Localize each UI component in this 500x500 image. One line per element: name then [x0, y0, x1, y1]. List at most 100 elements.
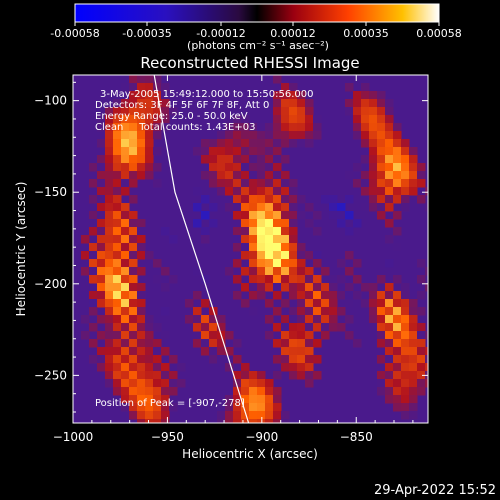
heatmap-cell	[409, 307, 418, 316]
heatmap-cell	[97, 203, 106, 212]
heatmap-cell	[129, 243, 138, 252]
heatmap-cell	[313, 115, 322, 124]
heatmap-cell	[361, 179, 370, 188]
heatmap-cell	[241, 131, 250, 140]
heatmap-cell	[401, 163, 410, 172]
heatmap-cell	[121, 235, 130, 244]
heatmap-cell	[297, 139, 306, 148]
heatmap-cell	[105, 251, 114, 260]
heatmap-cell	[225, 203, 234, 212]
colorbar-tick-label: -0.00012	[196, 27, 245, 40]
heatmap-cell	[209, 179, 218, 188]
heatmap-cell	[233, 171, 242, 180]
heatmap-cell	[305, 355, 314, 364]
heatmap-cell	[257, 291, 266, 300]
colorbar-tick-label: 0.00058	[416, 27, 462, 40]
heatmap-cell	[401, 355, 410, 364]
heatmap-cell	[209, 323, 218, 332]
heatmap-cell	[97, 259, 106, 268]
heatmap-cell	[233, 275, 242, 284]
heatmap-cell	[129, 139, 138, 148]
heatmap-cell	[297, 315, 306, 324]
heatmap-cell	[361, 187, 370, 196]
heatmap-cell	[265, 283, 274, 292]
heatmap-cell	[297, 355, 306, 364]
heatmap-cell	[241, 155, 250, 164]
heatmap-cell	[249, 395, 258, 404]
heatmap-cell	[241, 147, 250, 156]
heatmap-cell	[377, 291, 386, 300]
heatmap-cell	[161, 267, 170, 276]
heatmap-cell	[137, 395, 146, 404]
heatmap-cell	[89, 243, 98, 252]
heatmap-cell	[257, 235, 266, 244]
heatmap-cell	[177, 363, 186, 372]
heatmap-cell	[137, 419, 146, 423]
heatmap-cell	[329, 195, 338, 204]
heatmap-cell	[321, 195, 330, 204]
heatmap-cell	[385, 323, 394, 332]
heatmap-cell	[185, 299, 194, 308]
heatmap-cell	[137, 251, 146, 260]
heatmap-cell	[393, 275, 402, 284]
heatmap-cell	[153, 379, 162, 388]
heatmap-cell	[113, 243, 122, 252]
heatmap-cell	[241, 227, 250, 236]
heatmap-cell	[265, 131, 274, 140]
heatmap-cell	[401, 187, 410, 196]
heatmap-cell	[249, 275, 258, 284]
heatmap-cell	[281, 323, 290, 332]
heatmap-cell	[289, 339, 298, 348]
heatmap-cell	[129, 371, 138, 380]
heatmap-cell	[273, 307, 282, 316]
heatmap-cell	[273, 251, 282, 260]
heatmap-cell	[321, 331, 330, 340]
heatmap-cell	[369, 315, 378, 324]
heatmap-cell	[273, 283, 282, 292]
heatmap-cell	[209, 355, 218, 364]
heatmap-cell	[265, 219, 274, 228]
heatmap-cell	[145, 123, 154, 132]
heatmap-cell	[265, 147, 274, 156]
heatmap-cell	[377, 371, 386, 380]
heatmap-cell	[369, 187, 378, 196]
x-tick-label: −950	[151, 430, 184, 444]
heatmap-cell	[89, 163, 98, 172]
heatmap-cell	[385, 379, 394, 388]
heatmap-cell	[97, 235, 106, 244]
heatmap-cell	[145, 163, 154, 172]
heatmap-cell	[225, 179, 234, 188]
heatmap-cell	[145, 139, 154, 148]
heatmap-cell	[153, 123, 162, 132]
heatmap-cell	[137, 123, 146, 132]
heatmap-cell	[201, 147, 210, 156]
heatmap-cell	[289, 227, 298, 236]
heatmap-cell	[289, 187, 298, 196]
heatmap-cell	[161, 419, 170, 423]
heatmap-cell	[89, 291, 98, 300]
heatmap-cell	[393, 363, 402, 372]
heatmap-cell	[193, 147, 202, 156]
heatmap-cell	[129, 99, 138, 108]
heatmap-cell	[417, 371, 426, 380]
heatmap-cell	[225, 347, 234, 356]
heatmap-cell	[137, 139, 146, 148]
heatmap-cell	[281, 331, 290, 340]
heatmap-cell	[385, 339, 394, 348]
heatmap-cell	[113, 219, 122, 228]
heatmap-cell	[369, 283, 378, 292]
heatmap-cell	[281, 99, 290, 108]
heatmap-cell	[409, 403, 418, 412]
heatmap-cell	[233, 411, 242, 420]
heatmap-cell	[249, 291, 258, 300]
heatmap-cell	[377, 131, 386, 140]
heatmap-cell	[137, 307, 146, 316]
heatmap-cell	[217, 131, 226, 140]
heatmap-cell	[377, 123, 386, 132]
heatmap-cell	[137, 411, 146, 420]
heatmap-cell	[233, 419, 242, 423]
heatmap-cell	[137, 163, 146, 172]
heatmap-cell	[329, 275, 338, 284]
heatmap-cell	[241, 411, 250, 420]
